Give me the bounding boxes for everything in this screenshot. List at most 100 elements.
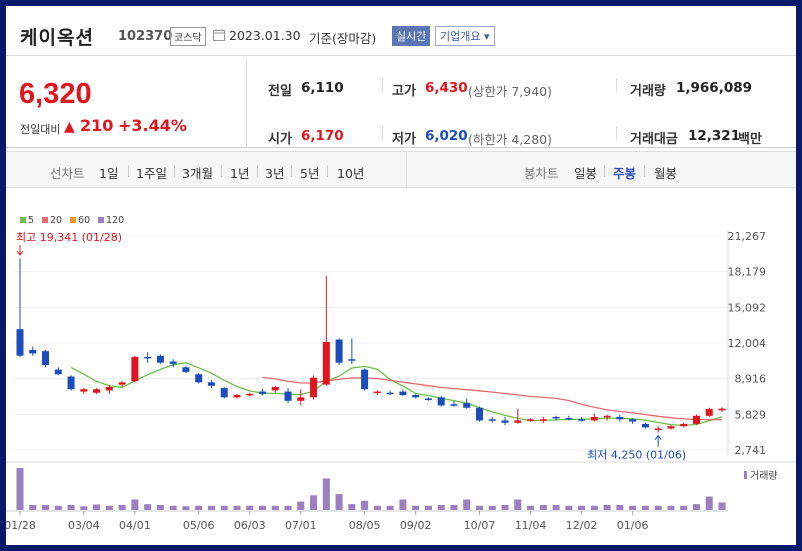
tab-daily[interactable]: 일봉 [574,166,598,181]
x-tick-label: 01/06 [617,519,649,532]
volume-bar [399,499,407,510]
volume-bar [552,504,560,510]
volume-bar [501,504,509,510]
candle-body [616,416,624,420]
quote-panel: 6,320 전일대비 ▲ 210 +3.44% 전일 6,110 시가 6,17… [6,58,796,148]
volume-bar [578,505,586,510]
volume-bar [641,505,649,510]
candle-body [258,391,267,394]
candle-body [67,376,75,390]
candle-body [310,377,318,398]
tab-monthly[interactable]: 월봉 [654,166,678,181]
legend-swatch [42,217,48,223]
prev-close-label: 전일 [268,84,292,99]
legend-label: 20 [50,215,62,226]
volume-bar [131,499,139,510]
candle-body [361,369,369,390]
y-tick-label: 15,092 [728,301,767,314]
divider [221,165,222,177]
volume-bar [437,504,445,510]
volume-bar [284,505,292,510]
candle-body [680,423,688,427]
candle-body [718,408,726,411]
volume-bar [207,505,215,510]
x-tick-label: 11/04 [515,519,547,532]
volume-bar [565,505,573,510]
volume-bar [475,505,484,510]
chevron-down-icon: ▾ [483,30,490,43]
calendar-icon [213,29,225,41]
candle-body [501,420,509,423]
divider [174,165,175,177]
volume-bar [680,505,688,510]
candle-body [641,423,649,428]
prev-close-value: 6,110 [301,80,344,96]
volume-bar [246,505,254,510]
volume-bar [705,496,713,510]
arrow-up-icon [654,434,662,440]
legend-swatch [98,217,104,223]
open-label: 시가 [268,132,292,147]
candle-body [705,408,713,416]
candle-body [131,356,139,382]
tab-1d[interactable]: 1일 [99,166,119,181]
tab-weekly[interactable]: 주봉 [613,166,637,181]
candle-body [603,415,611,418]
candle-body [552,416,560,419]
candle-body [692,415,700,424]
x-tick-label: 10/07 [464,519,496,532]
divider [246,58,247,148]
tab-3m[interactable]: 3개월 [182,166,213,181]
volume-bar [54,505,62,510]
candle-body [144,356,152,359]
tab-5y[interactable]: 5년 [300,166,320,181]
realtime-button[interactable]: 실시간 [392,26,431,46]
quote-date: 2023.01.30 [229,28,301,43]
volume-bar [233,505,241,510]
candle-chart-label: 봉차트 [524,166,559,181]
volume-bar [29,504,37,510]
volume-bar [539,504,547,510]
legend-label: 60 [78,215,90,226]
divider [616,78,617,92]
candle-body [437,397,445,406]
annotations: 최고 19,341 (01/28) 최저 4,250 (01/06) [16,231,686,462]
candle-body [654,428,662,431]
candle-body [450,404,458,406]
candle-body [539,419,547,421]
stock-name[interactable]: 케이옥션 [20,27,94,49]
divider [327,165,328,177]
volume-bar [412,505,420,510]
candle-body [207,382,215,386]
volume-bar [386,505,394,510]
low-label: 저가 [392,132,416,147]
candle-body [182,367,190,372]
volume-bar [335,494,343,510]
candle-body [54,369,62,375]
volume-bar [220,505,228,510]
candle-body [284,391,292,401]
volume-bar [105,505,113,510]
change-value: 210 [80,116,114,135]
x-tick-label: 09/02 [400,519,432,532]
candles [16,258,726,433]
volume-value: 1,966,089 [676,80,753,96]
company-info-dropdown[interactable]: 기업개요 ▾ [435,26,495,46]
x-axis: 01/28 03/04 04/01 05/06 06/03 07/01 08/05 09/02… [6,511,649,532]
ma20-line [262,376,723,421]
arrow-down-icon [16,250,24,256]
candle-body [156,355,164,363]
volume-bar [590,505,598,510]
candle-body [220,388,228,398]
volume-legend-label: 거래량 [750,470,778,482]
volume-legend-swatch [744,471,747,479]
x-tick-label: 03/04 [68,519,100,532]
change-percent: +3.44% [118,116,187,135]
tab-1w[interactable]: 1주일 [136,166,167,181]
candle-body [16,329,24,356]
tab-1y[interactable]: 1년 [230,166,250,181]
tab-10y[interactable]: 10년 [337,166,365,181]
divider [604,165,605,177]
tab-3y[interactable]: 3년 [265,166,285,181]
divider [616,126,617,140]
